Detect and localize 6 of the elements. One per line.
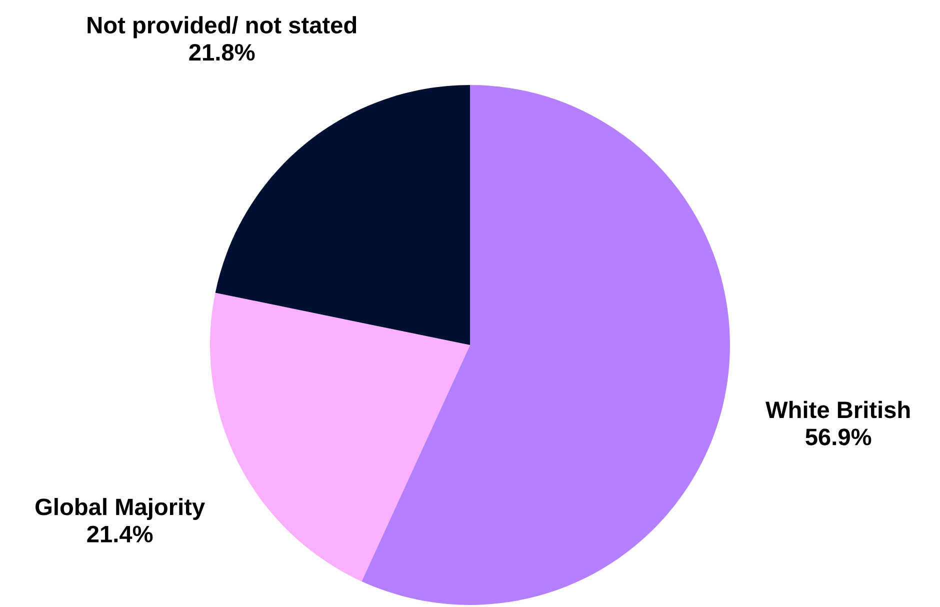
slice-label: Global Majority (36, 498, 205, 520)
data-label: 56.9% (806, 428, 872, 446)
slice-label: White British (766, 400, 910, 418)
slice-label: Not provided/ not stated (88, 16, 356, 38)
data-label: 21.4% (87, 526, 153, 542)
data-label: 21.8% (189, 44, 255, 61)
